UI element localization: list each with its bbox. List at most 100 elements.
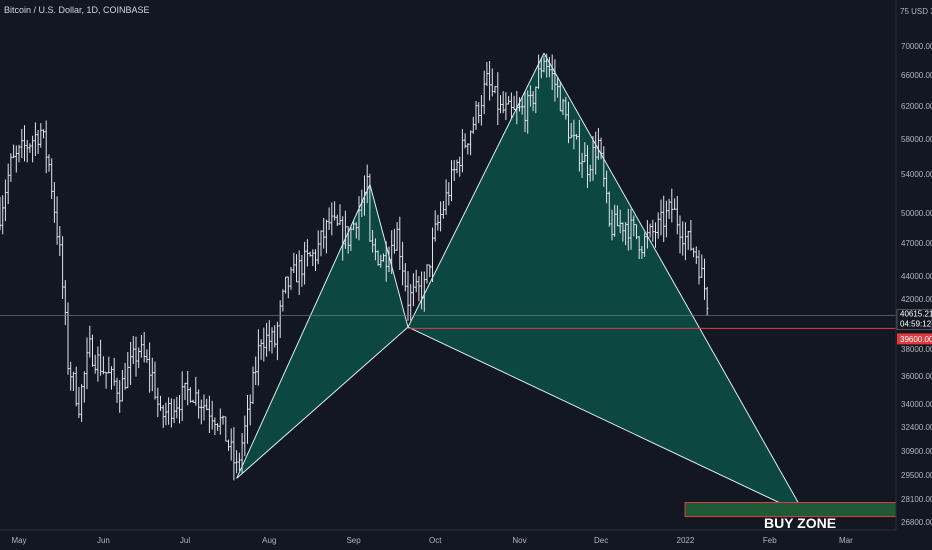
candle bbox=[673, 198, 676, 210]
candle bbox=[515, 90, 519, 125]
x-tick-label: Nov bbox=[512, 536, 526, 545]
y-tick-label: 28100.00 bbox=[901, 495, 932, 504]
candle bbox=[390, 230, 393, 274]
candle bbox=[270, 327, 274, 354]
y-tick-label: 26800.00 bbox=[901, 518, 932, 527]
candle bbox=[425, 264, 429, 284]
candle bbox=[395, 222, 399, 251]
candle bbox=[703, 258, 706, 300]
candle bbox=[365, 164, 369, 204]
candle bbox=[164, 402, 168, 426]
candle bbox=[259, 339, 263, 360]
candle bbox=[349, 226, 353, 251]
candle bbox=[676, 195, 679, 235]
candle bbox=[387, 246, 391, 272]
candle bbox=[648, 223, 652, 238]
candle bbox=[398, 216, 402, 270]
candle bbox=[346, 226, 350, 254]
buy-zone-label: BUY ZONE bbox=[764, 515, 836, 531]
candle bbox=[167, 397, 170, 425]
candle bbox=[461, 129, 464, 173]
candle bbox=[510, 92, 513, 119]
candle bbox=[670, 188, 674, 223]
candle bbox=[102, 356, 105, 375]
candle bbox=[602, 146, 606, 187]
candle bbox=[210, 400, 214, 430]
time-axis[interactable]: May Jun Jul Aug Sep Oct Nov Dec 2022 Feb Mar bbox=[11, 536, 853, 545]
candle bbox=[262, 327, 266, 362]
candle bbox=[47, 154, 51, 172]
candle bbox=[221, 415, 225, 425]
candle bbox=[355, 222, 358, 239]
candle bbox=[493, 86, 497, 94]
candle bbox=[330, 202, 334, 236]
candle bbox=[115, 377, 119, 403]
candle bbox=[537, 54, 540, 89]
candle bbox=[265, 322, 268, 357]
candle bbox=[512, 95, 516, 111]
x-tick-label: Jul bbox=[180, 536, 190, 545]
level-price-value: 39600.00 bbox=[900, 335, 932, 344]
y-tick-label: 50000.00 bbox=[901, 209, 932, 218]
candle bbox=[39, 123, 43, 148]
candle bbox=[646, 220, 649, 249]
candle bbox=[178, 395, 181, 424]
candle bbox=[28, 143, 32, 153]
candle bbox=[246, 395, 249, 444]
candle bbox=[496, 72, 500, 125]
candle bbox=[268, 320, 271, 352]
candle bbox=[520, 97, 524, 115]
candle bbox=[637, 236, 641, 259]
candle bbox=[591, 136, 595, 181]
candle bbox=[594, 131, 597, 175]
candle bbox=[300, 255, 304, 287]
candle bbox=[624, 222, 627, 246]
candle bbox=[580, 152, 584, 178]
pattern-leg-6 bbox=[407, 326, 806, 516]
candle bbox=[156, 387, 160, 418]
candle bbox=[488, 61, 491, 101]
candle bbox=[559, 81, 562, 112]
candle bbox=[44, 120, 48, 174]
candle bbox=[61, 236, 64, 299]
candle bbox=[243, 415, 247, 457]
candle bbox=[368, 173, 372, 242]
candle bbox=[480, 95, 483, 126]
candle bbox=[140, 335, 143, 358]
candle bbox=[77, 387, 81, 418]
candle bbox=[659, 199, 663, 236]
candle bbox=[311, 249, 315, 266]
candle bbox=[504, 92, 508, 121]
price-levels bbox=[0, 315, 896, 329]
candle bbox=[452, 160, 456, 181]
candle bbox=[477, 102, 480, 124]
candle bbox=[450, 160, 453, 202]
candle bbox=[232, 427, 236, 481]
candle bbox=[189, 387, 192, 403]
candle bbox=[235, 450, 238, 474]
candle bbox=[684, 222, 687, 261]
candle bbox=[104, 371, 108, 389]
y-tick-label: 42000.00 bbox=[901, 295, 932, 304]
y-tick-label: 44000.00 bbox=[901, 272, 932, 281]
candle bbox=[80, 384, 83, 422]
candle bbox=[442, 200, 445, 219]
candle bbox=[406, 271, 410, 321]
candle bbox=[569, 123, 573, 139]
candle bbox=[58, 226, 62, 256]
symbol-title[interactable]: Bitcoin / U.S. Dollar, 1D, COINBASE bbox=[4, 5, 150, 15]
candle bbox=[564, 97, 568, 120]
candle bbox=[678, 215, 682, 254]
currency-label[interactable]: 75 USD 30 bbox=[900, 7, 932, 16]
price-axis[interactable]: 70000.00 66000.00 62000.00 58000.00 54000.00… bbox=[901, 42, 932, 527]
candle bbox=[248, 394, 252, 426]
candle bbox=[605, 170, 608, 204]
candle bbox=[384, 241, 388, 282]
candle bbox=[23, 125, 26, 162]
candle bbox=[526, 90, 529, 134]
candle bbox=[278, 300, 282, 338]
pattern-leg-5 bbox=[543, 52, 806, 516]
x-tick-label: Sep bbox=[346, 536, 361, 545]
